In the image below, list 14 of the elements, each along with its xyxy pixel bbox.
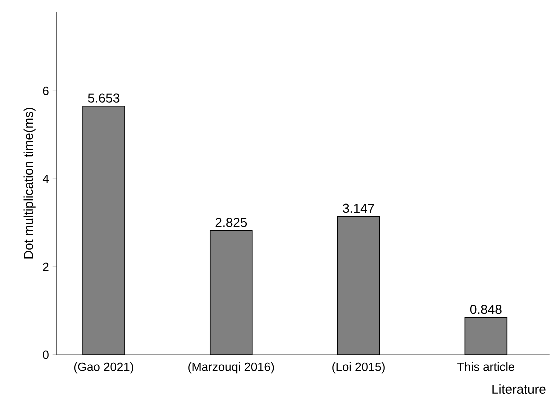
y-tick-label: 4 xyxy=(42,174,49,184)
data-label: 2.825 xyxy=(216,218,248,228)
x-tick-label: (Marzouqi 2016) xyxy=(188,362,274,374)
y-tick-label: 0 xyxy=(43,350,49,360)
data-label: 3.147 xyxy=(343,204,374,214)
data-label: 0.848 xyxy=(470,305,502,314)
x-tick-label: This article xyxy=(458,362,515,372)
y-axis-title: Dot multiplication time(ms) xyxy=(24,108,36,259)
x-axis-title: Literature xyxy=(492,384,546,394)
data-label: 5.653 xyxy=(88,94,120,103)
y-tick-label: 6 xyxy=(43,86,49,96)
x-tick-label: (Gao 2021) xyxy=(74,362,134,374)
x-tick-label: (Loi 2015) xyxy=(332,362,385,374)
y-tick-label: 2 xyxy=(43,262,49,272)
